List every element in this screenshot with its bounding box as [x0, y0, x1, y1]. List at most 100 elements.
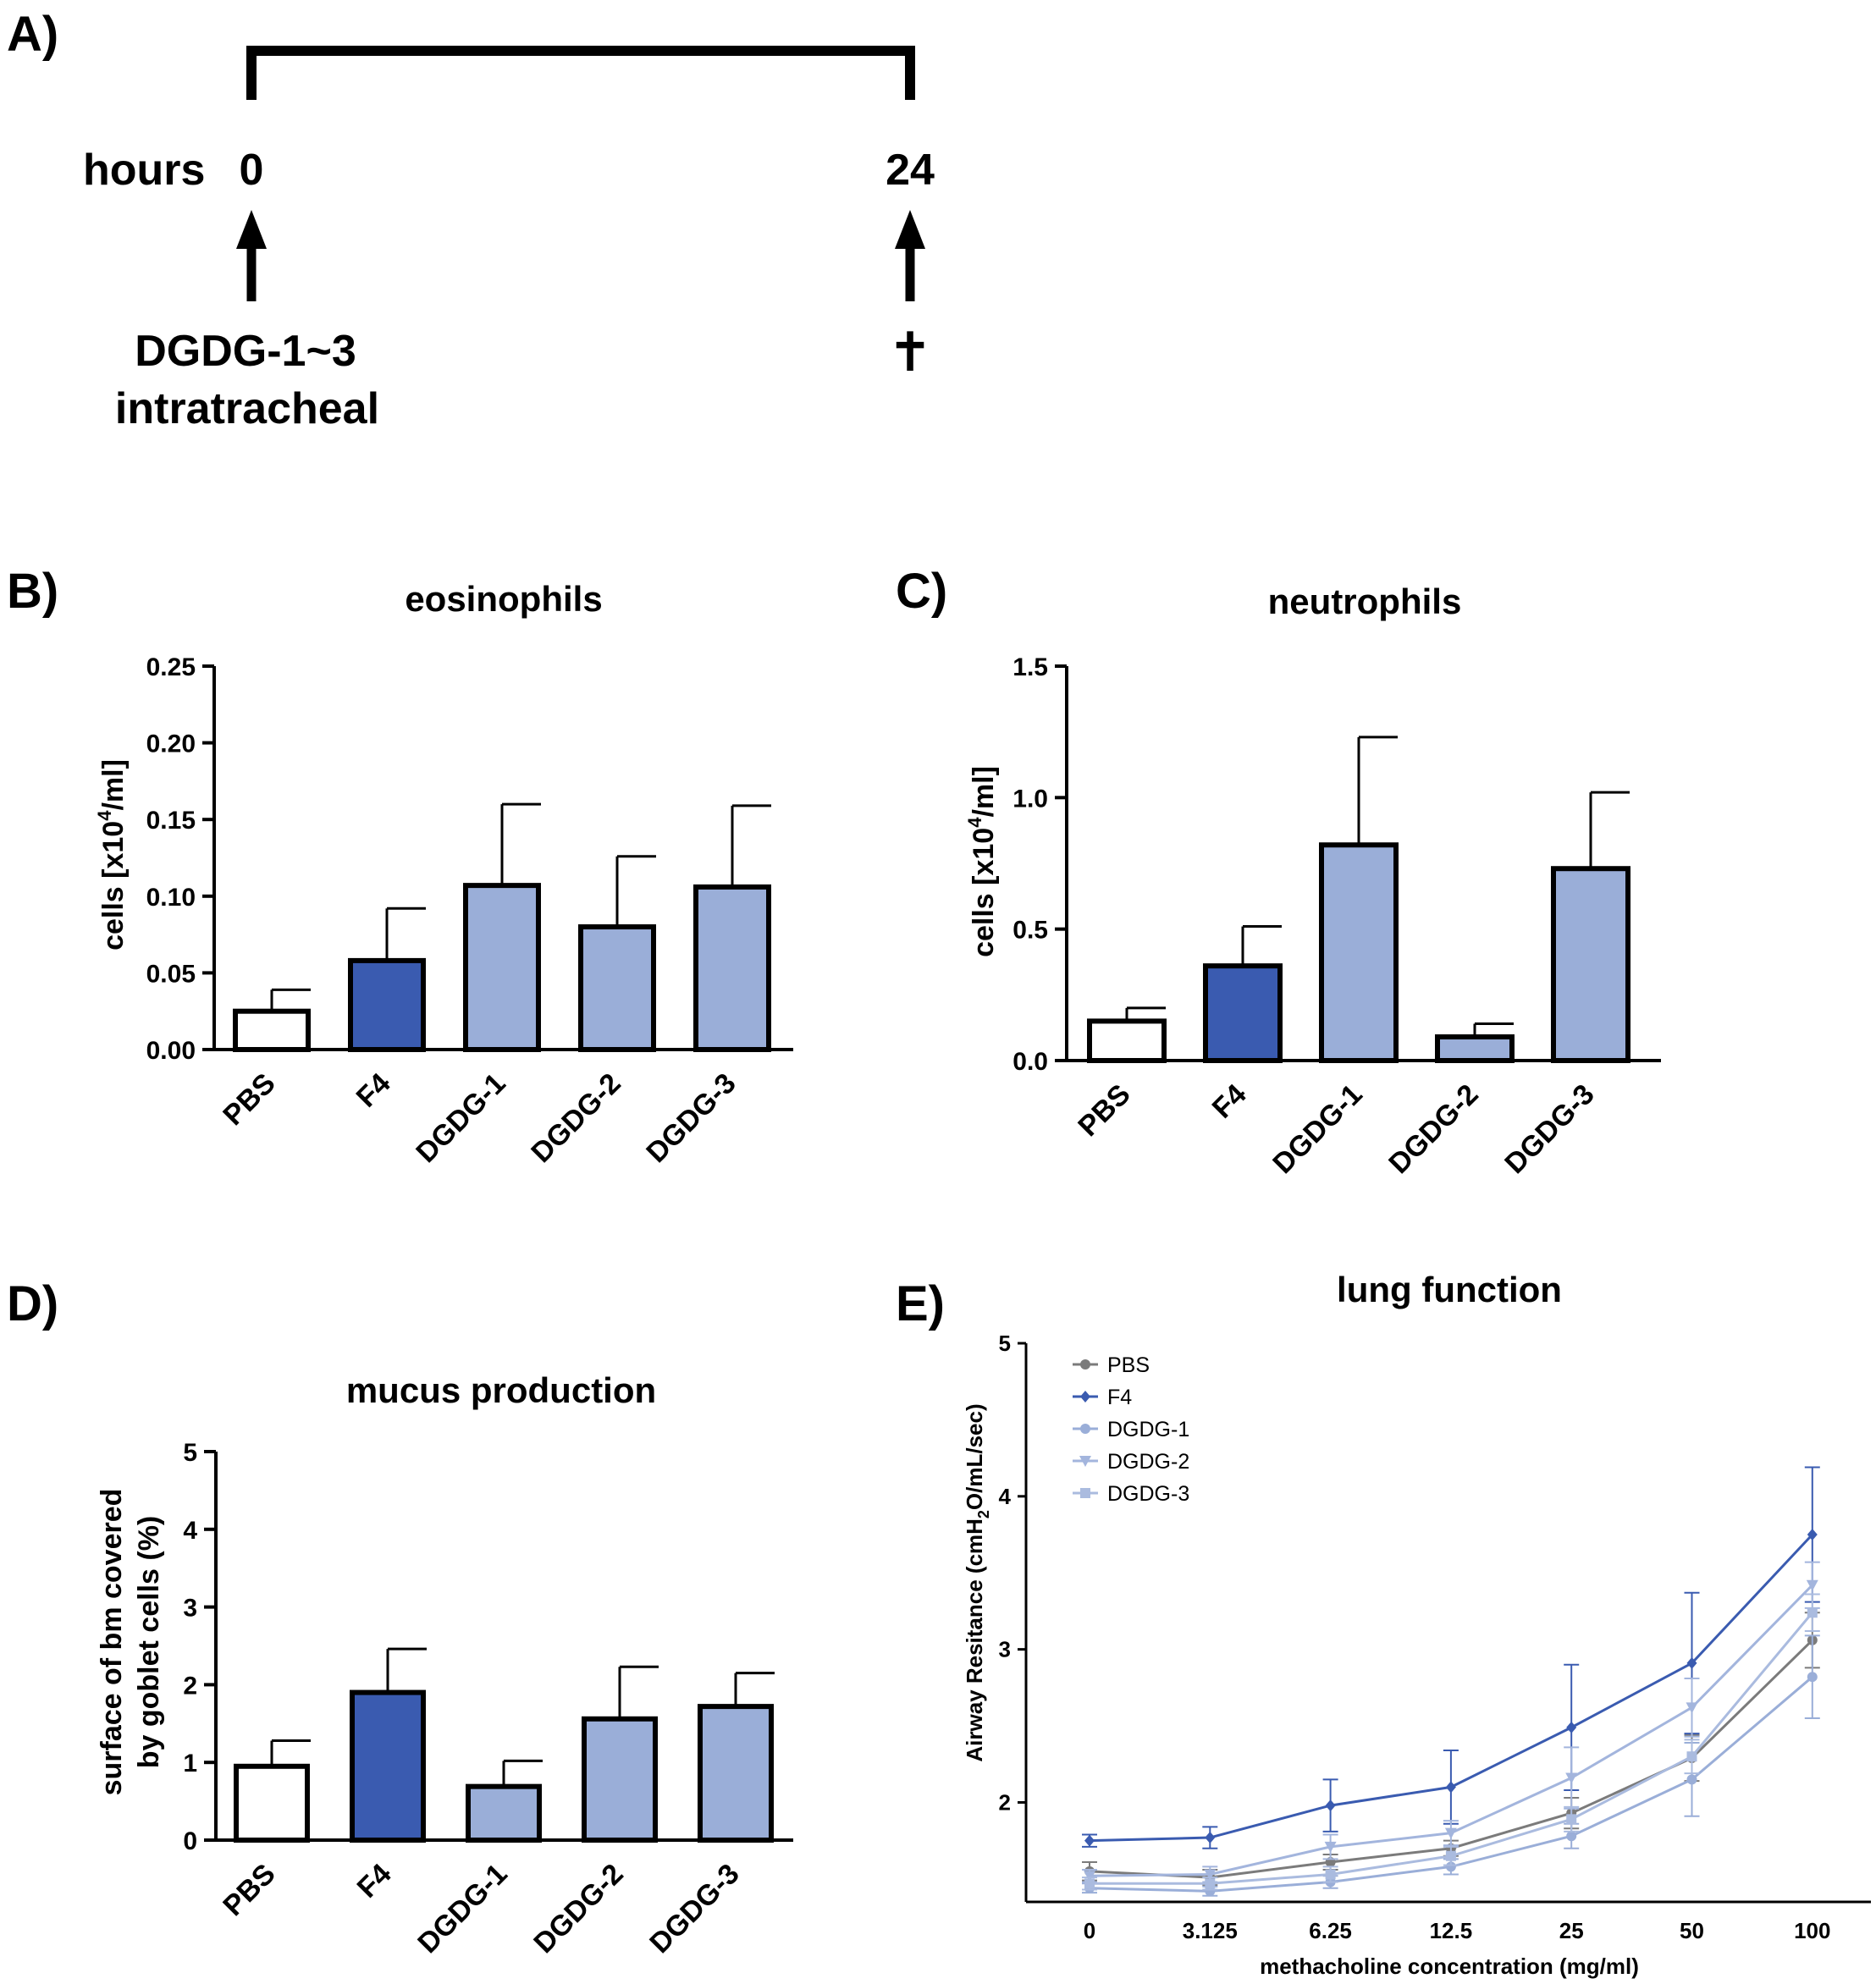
- panel-b-label: B): [7, 564, 58, 619]
- chart-d-bar-dgdg-2: [582, 1716, 658, 1843]
- chart-e-legend-label: PBS: [1107, 1353, 1150, 1377]
- chart-c-category-label: DGDG-2: [1382, 1078, 1484, 1180]
- chart-e-point: [1445, 1781, 1456, 1794]
- chart-c-bar-dgdg-1: [1319, 842, 1399, 1064]
- chart-e-ytick-label: 5: [999, 1331, 1011, 1356]
- chart-e-xlabel: methacholine concentration (mg/ml): [1260, 1954, 1639, 1979]
- panel-e-label: E): [896, 1276, 945, 1331]
- chart-b-category-label: DGDG-2: [525, 1067, 626, 1169]
- chart-d-category-label: PBS: [217, 1858, 281, 1922]
- chart-e-point: [1566, 1831, 1577, 1842]
- hours-label: hours: [83, 146, 205, 195]
- chart-e-legend-marker: [1079, 1456, 1091, 1467]
- chart-d-bar-pbs: [234, 1763, 310, 1843]
- time-end: 24: [886, 146, 935, 195]
- chart-b-bar-dgdg-1: [463, 883, 541, 1052]
- chart-e-legend-label: DGDG-2: [1107, 1450, 1189, 1474]
- chart-b-category-label: F4: [350, 1067, 397, 1114]
- chart-e-legend-item: DGDG-3: [1073, 1482, 1189, 1506]
- chart-e-series-dgdg-2: [1082, 1561, 1820, 1883]
- chart-d-ytick-label: 5: [183, 1439, 197, 1467]
- chart-d-bar-dgdg-1: [466, 1783, 542, 1843]
- chart-e-point: [1325, 1869, 1336, 1880]
- chart-e-xtick-label: 6.25: [1309, 1918, 1352, 1943]
- chart-c-plot: 0.0 0.5 1.0 1.5 PBS F4 DGDG-1 DGDG-2 DGDG-3: [1012, 653, 1661, 1180]
- chart-e-legend-item: DGDG-1: [1073, 1418, 1189, 1441]
- chart-c-title: neutrophils: [1268, 581, 1462, 621]
- panel-a: A) hours 0 24 DGDG-1~3 intratracheal ✝: [7, 7, 935, 433]
- panel-c: C) neutrophils cells [x104/ml] 0.0 0.5 1.0…: [896, 564, 1661, 1180]
- chart-b-ylabel: cells [x104/ml]: [94, 759, 130, 951]
- chart-e-legend-item: F4: [1073, 1386, 1132, 1409]
- treatment-line1: DGDG-1~3: [135, 327, 356, 376]
- chart-b-ytick-label: 0.25: [146, 653, 196, 681]
- chart-c-ylabel: cells [x104/ml]: [964, 766, 1000, 957]
- chart-b-category-label: PBS: [217, 1067, 281, 1132]
- chart-e-point: [1204, 1869, 1217, 1881]
- chart-e-legend-marker: [1080, 1424, 1090, 1434]
- timeline-bracket: [246, 46, 915, 100]
- chart-c-ytick-label: 1.5: [1012, 653, 1048, 681]
- chart-e-point: [1084, 1878, 1095, 1889]
- chart-b-category-label: DGDG-1: [410, 1067, 511, 1169]
- chart-e-point: [1686, 1656, 1697, 1669]
- time-start: 0: [240, 146, 264, 195]
- chart-d-category-label: DGDG-3: [643, 1858, 745, 1959]
- chart-e-point: [1807, 1529, 1818, 1541]
- chart-b-ytick-label: 0.10: [146, 884, 196, 912]
- chart-e-point: [1084, 1871, 1095, 1882]
- chart-e-legend-marker: [1080, 1391, 1090, 1403]
- chart-e-legend-item: DGDG-2: [1073, 1450, 1189, 1474]
- chart-e-legend-label: DGDG-3: [1107, 1482, 1189, 1506]
- chart-e-point: [1686, 1751, 1697, 1762]
- chart-e-ytick-label: 3: [999, 1637, 1011, 1662]
- chart-e-xtick-label: 12.5: [1430, 1918, 1473, 1943]
- panel-c-label: C): [896, 564, 947, 619]
- chart-e-point: [1084, 1834, 1095, 1847]
- chart-b-category-label: DGDG-3: [640, 1067, 742, 1169]
- chart-b-bar-f4: [348, 957, 426, 1053]
- chart-e-point: [1325, 1799, 1336, 1812]
- chart-e-legend-label: DGDG-1: [1107, 1418, 1189, 1441]
- chart-c-bar-dgdg-2: [1435, 1034, 1515, 1064]
- chart-e-series-dgdg-3: [1082, 1593, 1820, 1891]
- chart-e-point: [1205, 1832, 1216, 1844]
- chart-b-title: eosinophils: [405, 579, 602, 619]
- chart-b-bar-dgdg-2: [578, 924, 656, 1053]
- sacrifice-cross-icon: ✝: [887, 322, 933, 383]
- chart-b-ytick-label: 0.15: [146, 807, 196, 835]
- chart-d-ytick-label: 1: [183, 1750, 197, 1777]
- arrow-up-icon: [236, 210, 267, 301]
- chart-c-ytick-label: 0.5: [1012, 917, 1048, 945]
- chart-d-bar-f4: [350, 1689, 426, 1843]
- chart-d-ytick-label: 4: [183, 1517, 197, 1545]
- chart-c-category-label: DGDG-1: [1266, 1078, 1368, 1180]
- chart-e-point: [1205, 1886, 1216, 1897]
- chart-e-point: [1444, 1827, 1457, 1839]
- chart-c-bar-f4: [1203, 963, 1283, 1064]
- chart-d-ytick-label: 2: [183, 1672, 197, 1700]
- chart-e-ylabel: Airway Resitance (cmH2O/mL/sec): [962, 1403, 992, 1761]
- chart-e-point: [1806, 1579, 1818, 1591]
- panel-a-label: A): [7, 7, 58, 62]
- treatment-line2: intratracheal: [115, 384, 379, 433]
- chart-d-category-label: DGDG-2: [527, 1858, 629, 1959]
- chart-c-bar-dgdg-3: [1551, 866, 1630, 1064]
- chart-b-ytick-label: 0.20: [146, 730, 196, 758]
- chart-e-legend-item: PBS: [1073, 1353, 1150, 1377]
- chart-e-point: [1686, 1774, 1697, 1785]
- chart-c-ytick-label: 1.0: [1012, 785, 1048, 813]
- chart-e-point: [1566, 1721, 1577, 1733]
- chart-d-plot: 0 1 2 3 4 5 PBS F4 DGDG-1 DGDG-2 DGDG-3: [183, 1439, 793, 1959]
- chart-e-title: lung function: [1337, 1270, 1562, 1309]
- chart-e-point: [1445, 1850, 1456, 1861]
- chart-e-ytick-label: 2: [999, 1789, 1011, 1815]
- chart-d-ylabel: surface of bm covered by goblet cells (%…: [96, 1489, 165, 1796]
- chart-b-ytick-label: 0.00: [146, 1037, 196, 1065]
- chart-d-ylabel-line2: by goblet cells (%): [133, 1516, 165, 1769]
- arrow-up-icon: [895, 210, 925, 301]
- chart-e-point: [1324, 1841, 1337, 1853]
